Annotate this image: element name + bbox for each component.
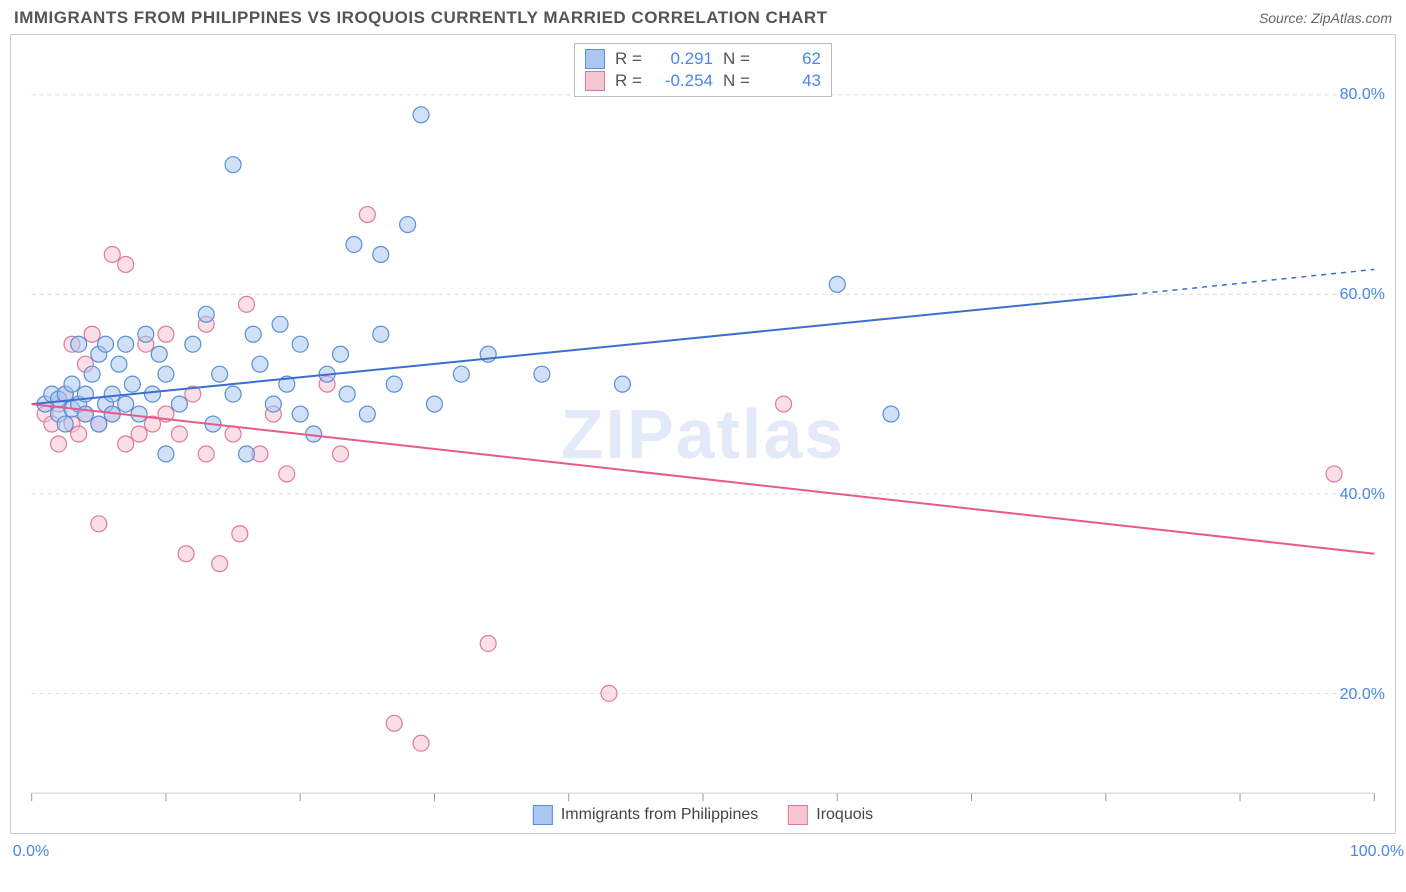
r-label: R = <box>615 49 643 69</box>
legend-stats-row-philippines: R = 0.291 N = 62 <box>585 48 821 70</box>
n-value-iroquois: 43 <box>761 71 821 91</box>
n-label: N = <box>723 71 751 91</box>
chart-title: IMMIGRANTS FROM PHILIPPINES VS IROQUOIS … <box>14 8 828 28</box>
r-value-philippines: 0.291 <box>653 49 713 69</box>
source-prefix: Source: <box>1259 10 1311 26</box>
x-tick-label: 100.0% <box>1350 843 1404 861</box>
legend-item-philippines: Immigrants from Philippines <box>533 805 758 825</box>
r-label: R = <box>615 71 643 91</box>
r-value-iroquois: -0.254 <box>653 71 713 91</box>
source-label: Source: ZipAtlas.com <box>1259 10 1392 26</box>
scatter-plot-svg <box>11 35 1395 833</box>
legend-label-iroquois: Iroquois <box>816 806 873 824</box>
legend-series-box: Immigrants from Philippines Iroquois <box>525 803 881 827</box>
n-value-philippines: 62 <box>761 49 821 69</box>
x-tick-label: 0.0% <box>13 843 49 861</box>
chart-area: Currently Married ZIPatlas 20.0%40.0%60.… <box>10 34 1396 834</box>
legend-stats-row-iroquois: R = -0.254 N = 43 <box>585 70 821 92</box>
y-tick-label: 40.0% <box>1340 486 1385 504</box>
header-row: IMMIGRANTS FROM PHILIPPINES VS IROQUOIS … <box>10 8 1396 34</box>
legend-item-iroquois: Iroquois <box>788 805 873 825</box>
n-label: N = <box>723 49 751 69</box>
swatch-philippines <box>533 805 553 825</box>
swatch-philippines <box>585 49 605 69</box>
y-tick-label: 20.0% <box>1340 686 1385 704</box>
y-tick-label: 60.0% <box>1340 286 1385 304</box>
legend-label-philippines: Immigrants from Philippines <box>561 806 758 824</box>
y-tick-label: 80.0% <box>1340 86 1385 104</box>
swatch-iroquois <box>585 71 605 91</box>
legend-stats-box: R = 0.291 N = 62 R = -0.254 N = 43 <box>574 43 832 97</box>
source-value: ZipAtlas.com <box>1311 10 1392 26</box>
swatch-iroquois <box>788 805 808 825</box>
